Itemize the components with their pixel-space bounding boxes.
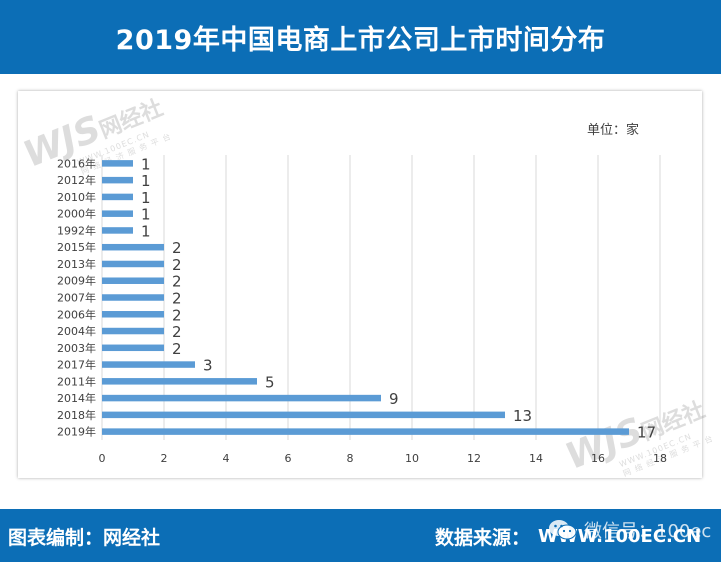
bar [102,428,629,435]
bar [102,176,133,184]
data-label: 17 [637,424,656,442]
x-tick-label: 10 [405,452,419,465]
data-label: 1 [141,172,151,190]
data-label: 2 [172,239,182,257]
footer-banner: 图表编制：网经社 数据来源： WWW.100EC.CN 微信号：100ec [0,509,721,562]
bar [102,294,164,301]
bar [102,260,164,268]
data-label: 2 [172,340,182,358]
footer-source: 数据来源： WWW.100EC.CN [435,523,701,550]
source-label: 数据来源： [435,527,531,549]
chart-title: 2019年中国电商上市公司上市时间分布 [115,24,606,56]
category-label: 2000年 [57,207,96,221]
data-label: 1 [141,222,151,240]
category-label: 2019年 [57,425,96,439]
data-label: 2 [172,273,182,291]
x-tick-label: 12 [467,452,481,465]
header-banner: 2019年中国电商上市公司上市时间分布 [0,0,721,74]
bar [102,243,164,251]
data-label: 1 [141,155,151,173]
category-label: 2016年 [57,156,96,170]
category-label: 2014年 [57,391,96,405]
bar [102,361,195,368]
category-label: 2015年 [57,240,96,254]
wechat-text: 微信号：100ec [584,521,712,542]
category-label: 2004年 [57,324,96,338]
data-label: 2 [172,306,182,324]
category-label: 2018年 [57,408,96,422]
footer-credit: 图表编制：网经社 [8,527,161,549]
bar [102,227,133,234]
category-label: 2012年 [57,173,96,187]
category-label: 2007年 [57,291,96,305]
bar [102,160,133,167]
source-site: WWW.100EC.CN [538,526,702,547]
bar [102,378,257,385]
x-tick-label: 18 [653,452,667,465]
x-tick-label: 2 [161,452,168,465]
x-tick-label: 4 [223,452,230,465]
category-label: 1992年 [57,223,96,237]
category-label: 2010年 [57,190,96,204]
data-label: 5 [265,373,275,391]
bar [102,311,164,318]
wechat-icon [549,520,577,540]
bar [102,344,164,352]
data-label: 2 [172,290,182,308]
data-label: 13 [513,407,532,425]
data-label: 2 [172,256,182,274]
wechat-badge: 微信号：100ec [548,517,711,543]
x-tick-label: 14 [529,452,543,465]
data-label: 3 [203,357,213,375]
unit-label: 单位：家 [587,123,640,138]
bar [102,411,505,419]
data-label: 9 [389,390,399,408]
category-label: 2006年 [57,307,96,321]
category-label: 2011年 [57,374,96,388]
x-tick-label: 16 [591,452,605,465]
bar [102,210,133,217]
bar [102,327,164,335]
data-label: 2 [172,323,182,341]
x-tick-label: 8 [347,452,354,465]
category-label: 2009年 [57,274,96,288]
bar [102,394,381,402]
category-label: 2013年 [57,257,96,271]
data-label: 1 [141,206,151,224]
x-tick-label: 0 [99,452,106,465]
bar [102,277,164,284]
bar [102,193,133,201]
category-label: 2017年 [57,358,96,372]
data-label: 1 [141,189,151,207]
x-tick-label: 6 [285,452,292,465]
category-label: 2003年 [57,341,96,355]
